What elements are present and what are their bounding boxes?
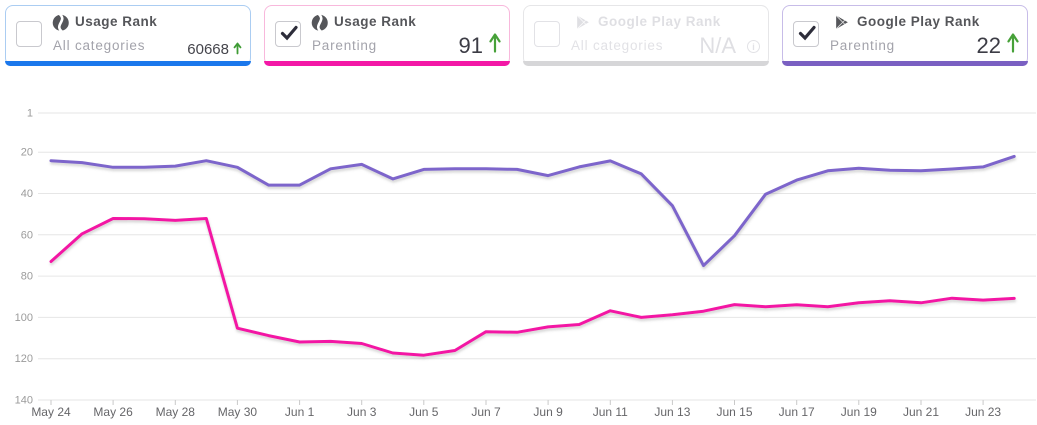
svg-text:140: 140: [15, 395, 33, 407]
svg-text:60: 60: [21, 229, 33, 241]
svg-text:20: 20: [21, 147, 33, 159]
svg-text:Jun 17: Jun 17: [779, 405, 815, 419]
svg-text:Jun 23: Jun 23: [965, 405, 1001, 419]
svg-text:Jun 13: Jun 13: [654, 405, 690, 419]
svg-text:May 24: May 24: [31, 405, 71, 419]
svg-text:May 30: May 30: [218, 405, 258, 419]
svg-text:Jun 1: Jun 1: [285, 405, 315, 419]
svg-text:Jun 5: Jun 5: [409, 405, 439, 419]
svg-text:Jun 9: Jun 9: [533, 405, 563, 419]
svg-text:40: 40: [21, 188, 33, 200]
svg-text:1: 1: [27, 108, 33, 120]
svg-text:120: 120: [15, 353, 33, 365]
svg-text:100: 100: [15, 312, 33, 324]
svg-text:Jun 11: Jun 11: [593, 405, 628, 419]
svg-text:Jun 15: Jun 15: [716, 405, 752, 419]
svg-text:Jun 3: Jun 3: [347, 405, 377, 419]
svg-text:May 28: May 28: [156, 405, 196, 419]
svg-text:May 26: May 26: [93, 405, 133, 419]
svg-text:Jun 19: Jun 19: [841, 405, 877, 419]
svg-text:Jun 7: Jun 7: [471, 405, 501, 419]
svg-text:Jun 21: Jun 21: [903, 405, 939, 419]
svg-text:80: 80: [21, 271, 33, 283]
